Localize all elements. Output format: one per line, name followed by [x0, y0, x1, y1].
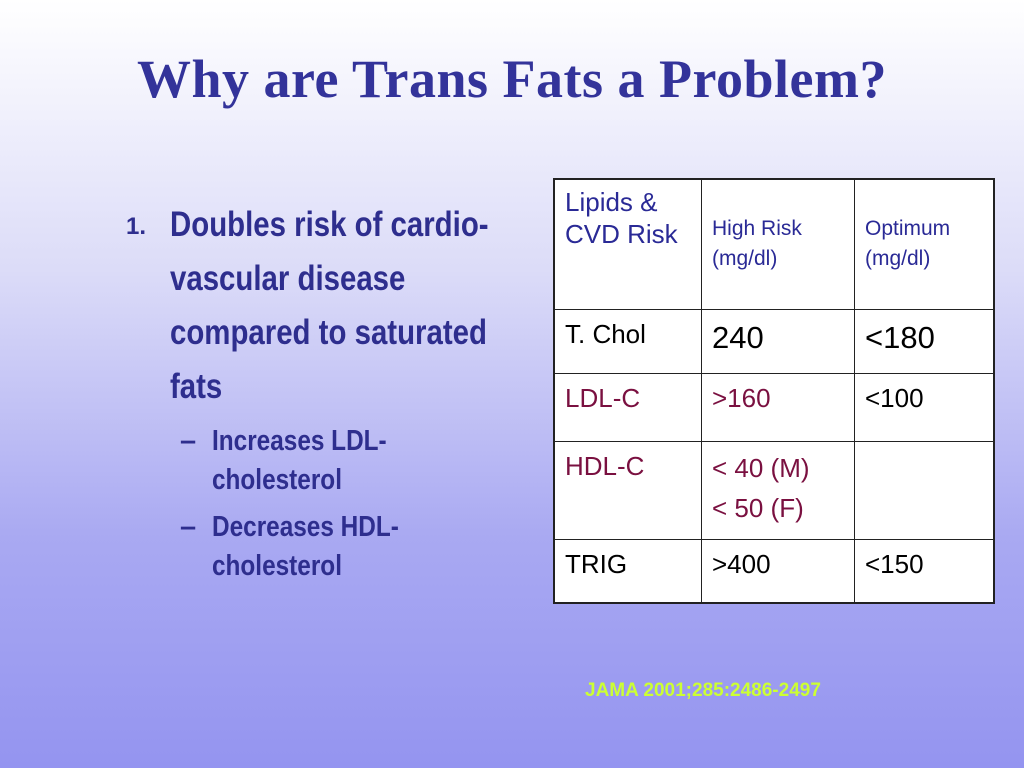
- table-row: LDL-C >160 <100: [553, 372, 995, 442]
- sub-bullet-text: Decreases HDL-cholesterol: [212, 511, 399, 582]
- dash-glyph: –: [180, 425, 197, 457]
- bullet-list: 1. Doubles risk of cardio-vascular disea…: [126, 198, 506, 586]
- row-optimum-cell: [854, 440, 995, 540]
- header-lipids: Lipids & CVD Risk: [553, 178, 702, 310]
- sub-bullet-hdl: – Decreases HDL-cholesterol: [126, 508, 506, 586]
- table-row: T. Chol 240 <180: [553, 308, 995, 374]
- table-row: HDL-C < 40 (M) < 50 (F): [553, 440, 995, 540]
- table-header-row: Lipids & CVD Risk High Risk (mg/dl) Opti…: [553, 178, 995, 310]
- bullet-number: 1.: [126, 213, 147, 240]
- high-risk-male: < 40 (M): [712, 452, 810, 483]
- row-optimum-cell: <180: [854, 308, 995, 374]
- sub-bullet-ldl: – Increases LDL-cholesterol: [126, 422, 506, 500]
- row-optimum-cell: <150: [854, 538, 995, 604]
- dash-glyph: –: [180, 511, 197, 543]
- row-name-cell: LDL-C: [553, 372, 702, 442]
- header-optimum: Optimum (mg/dl): [854, 178, 995, 310]
- sub-bullet-text: Increases LDL-cholesterol: [212, 425, 387, 496]
- slide-title: Why are Trans Fats a Problem?: [137, 49, 887, 109]
- row-high-cell: >400: [701, 538, 855, 604]
- row-high-cell: >160: [701, 372, 855, 442]
- header-high-risk: High Risk (mg/dl): [701, 178, 855, 310]
- row-high-cell: 240: [701, 308, 855, 374]
- bullet-point-1: 1. Doubles risk of cardio-vascular disea…: [126, 198, 506, 414]
- table-row: TRIG >400 <150: [553, 538, 995, 604]
- row-optimum-cell: <100: [854, 372, 995, 442]
- row-name-cell: HDL-C: [553, 440, 702, 540]
- bullet-text: Doubles risk of cardio-vascular disease …: [170, 205, 489, 406]
- row-high-cell: < 40 (M) < 50 (F): [701, 440, 855, 540]
- row-name-cell: TRIG: [553, 538, 702, 604]
- row-name-cell: T. Chol: [553, 308, 702, 374]
- high-risk-female: < 50 (F): [712, 492, 804, 523]
- citation: JAMA 2001;285:2486-2497: [585, 680, 821, 701]
- lipid-risk-table: Lipids & CVD Risk High Risk (mg/dl) Opti…: [553, 178, 995, 604]
